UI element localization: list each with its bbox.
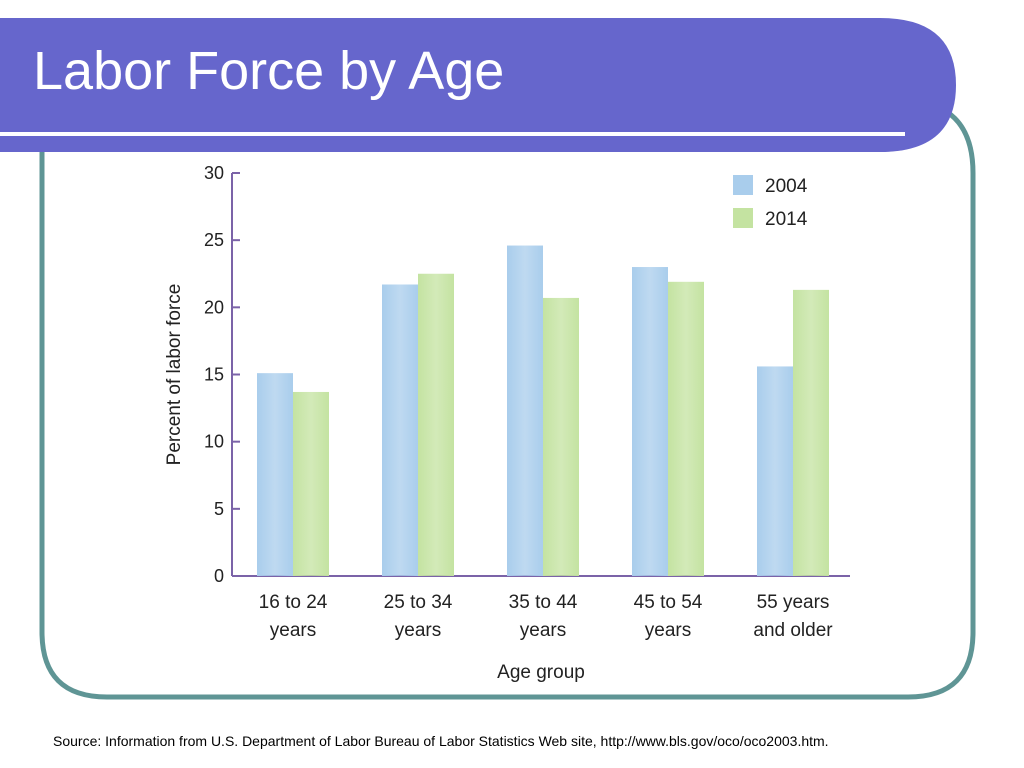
y-tick-label: 5 bbox=[214, 499, 224, 519]
x-tick-label: 25 to 34 years bbox=[384, 592, 453, 641]
bar-2014-4 bbox=[793, 289, 829, 576]
bar-2004-0 bbox=[257, 373, 293, 576]
y-tick-label: 30 bbox=[204, 163, 224, 183]
x-tick-label-line: years bbox=[395, 620, 441, 641]
legend-swatch-2014 bbox=[733, 208, 753, 228]
x-tick-label-line: 25 to 34 bbox=[384, 592, 453, 613]
x-tick-label: 35 to 44 years bbox=[509, 592, 578, 641]
y-tick-label: 20 bbox=[204, 297, 224, 317]
bar-2014-2 bbox=[543, 297, 579, 576]
x-tick-label-line: and older bbox=[753, 620, 833, 641]
legend-swatch-2004 bbox=[733, 175, 753, 195]
bar-2014-3 bbox=[668, 281, 704, 576]
bar-2014-1 bbox=[418, 273, 454, 576]
y-tick-label: 25 bbox=[204, 230, 224, 250]
bar-2004-4 bbox=[757, 366, 793, 576]
bar-2004-2 bbox=[507, 245, 543, 576]
y-tick-label: 15 bbox=[204, 365, 224, 385]
legend-label-2014: 2014 bbox=[765, 209, 808, 230]
x-tick-label: 55 years and older bbox=[753, 592, 833, 641]
bar-2014-0 bbox=[293, 391, 329, 576]
x-tick-label: 45 to 54 years bbox=[634, 592, 703, 641]
bar-2004-1 bbox=[382, 284, 418, 576]
x-tick-label-line: 55 years bbox=[757, 592, 830, 613]
x-axis-title: Age group bbox=[497, 662, 585, 683]
x-tick-label-line: years bbox=[520, 620, 566, 641]
x-tick-label-line: 35 to 44 bbox=[509, 592, 578, 613]
y-axis-title: Percent of labor force bbox=[164, 284, 185, 466]
y-tick-label: 0 bbox=[214, 566, 224, 586]
x-tick-label-line: years bbox=[645, 620, 691, 641]
title-bar bbox=[0, 18, 956, 152]
x-tick-label-line: years bbox=[270, 620, 316, 641]
x-tick-label-line: 16 to 24 bbox=[259, 592, 328, 613]
x-tick-label: 16 to 24 years bbox=[259, 592, 328, 641]
title-underline bbox=[0, 132, 905, 136]
bar-chart: 0 5 10 15 20 25 30 Percent of labor force 16 to … bbox=[164, 163, 850, 683]
source-note: Source: Information from U.S. Department… bbox=[53, 733, 829, 749]
y-tick-label: 10 bbox=[204, 432, 224, 452]
legend-label-2004: 2004 bbox=[765, 176, 808, 197]
x-tick-label-line: 45 to 54 bbox=[634, 592, 703, 613]
slide-title: Labor Force by Age bbox=[33, 41, 505, 101]
bar-2004-3 bbox=[632, 267, 668, 576]
